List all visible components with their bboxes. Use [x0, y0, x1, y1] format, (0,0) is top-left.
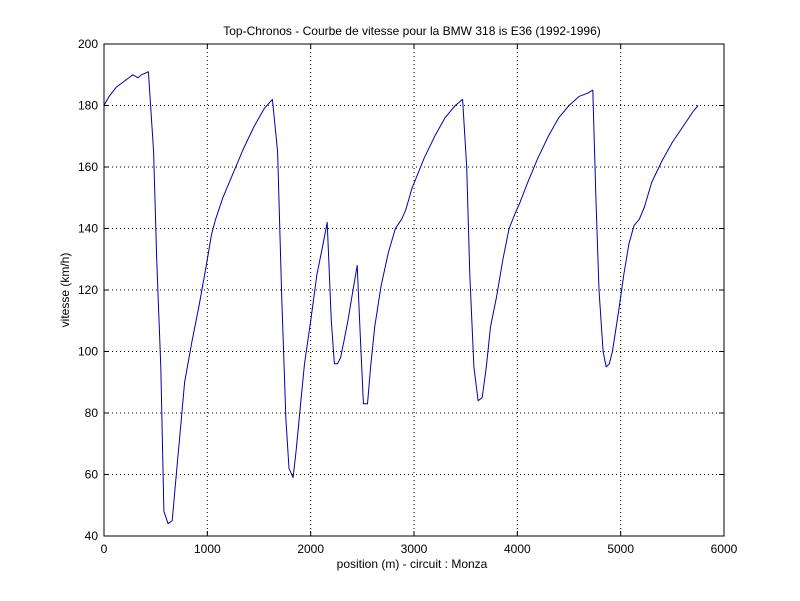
x-tick-label: 6000	[711, 542, 738, 556]
y-tick-label: 100	[78, 345, 98, 359]
series-group	[103, 71, 699, 525]
y-tick-label: 200	[78, 37, 98, 51]
speed-line	[103, 71, 699, 525]
x-tick-label: 3000	[401, 542, 428, 556]
chart-title: Top-Chronos - Courbe de vitesse pour la …	[223, 24, 601, 38]
x-tick-label: 2000	[297, 542, 324, 556]
x-tick-label: 5000	[607, 542, 634, 556]
x-axis-title: position (m) - circuit : Monza	[337, 557, 488, 571]
y-axis-title: vitesse (km/h)	[58, 253, 72, 328]
axis-ticks: 0 1000 2000 3000 4000 5000 6000 40 60 80 100 120 140…	[78, 37, 738, 556]
y-tick-label: 40	[85, 529, 99, 543]
y-tick-label: 140	[78, 222, 98, 236]
x-tick-label: 0	[101, 542, 108, 556]
y-tick-label: 120	[78, 283, 98, 297]
y-tick-label: 160	[78, 160, 98, 174]
x-tick-label: 4000	[504, 542, 531, 556]
y-tick-label: 60	[85, 468, 99, 482]
y-tick-label: 180	[78, 99, 98, 113]
x-tick-label: 1000	[194, 542, 221, 556]
grid-lines	[104, 44, 724, 536]
y-tick-label: 80	[85, 406, 99, 420]
